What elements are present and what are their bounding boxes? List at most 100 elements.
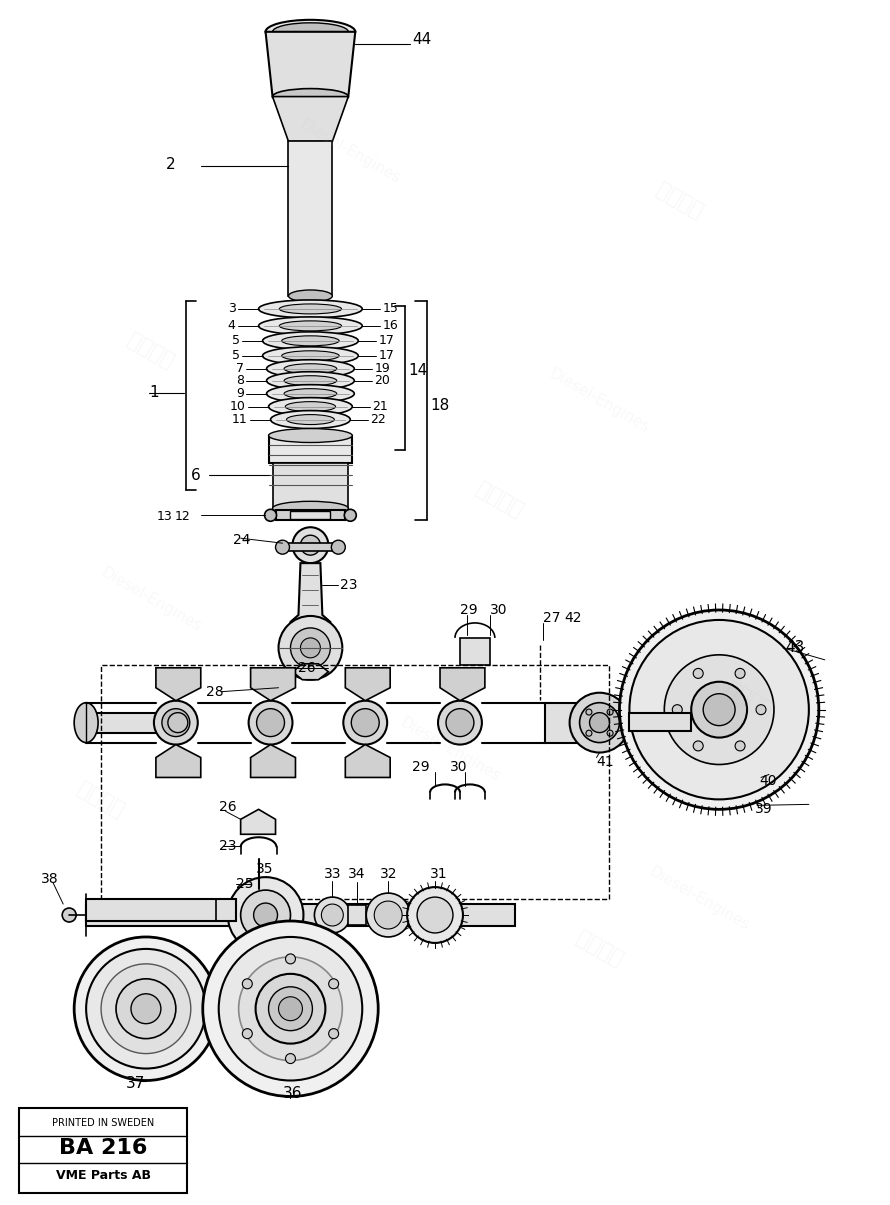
Circle shape <box>242 1029 252 1039</box>
Circle shape <box>417 897 453 933</box>
Ellipse shape <box>288 290 332 302</box>
Text: 6: 6 <box>190 468 200 483</box>
Circle shape <box>344 700 387 745</box>
Circle shape <box>242 978 252 989</box>
Bar <box>629 712 692 730</box>
Bar <box>272 464 348 509</box>
Circle shape <box>293 528 328 563</box>
Text: 36: 36 <box>282 1086 302 1101</box>
Circle shape <box>692 682 747 737</box>
Circle shape <box>619 610 819 810</box>
Text: 紫发动力: 紫发动力 <box>573 928 627 970</box>
Circle shape <box>589 712 610 733</box>
Text: 34: 34 <box>348 868 366 881</box>
Circle shape <box>672 705 683 715</box>
Circle shape <box>131 994 161 1024</box>
Circle shape <box>62 909 77 922</box>
Circle shape <box>116 978 176 1039</box>
Text: 4: 4 <box>228 319 236 333</box>
Text: 43: 43 <box>785 640 805 656</box>
Polygon shape <box>293 664 328 680</box>
Text: 19: 19 <box>374 363 390 375</box>
Text: 1: 1 <box>149 386 158 400</box>
Ellipse shape <box>282 351 339 360</box>
Ellipse shape <box>265 19 355 43</box>
Text: 13: 13 <box>158 510 173 523</box>
Circle shape <box>279 616 343 680</box>
Polygon shape <box>272 96 348 141</box>
Circle shape <box>629 619 809 799</box>
Text: 3: 3 <box>228 302 236 316</box>
Ellipse shape <box>263 347 359 365</box>
Circle shape <box>607 709 613 715</box>
Text: 42: 42 <box>564 611 582 625</box>
Circle shape <box>219 937 362 1081</box>
Ellipse shape <box>271 411 351 429</box>
Text: 7: 7 <box>236 363 244 375</box>
Polygon shape <box>440 668 485 700</box>
Ellipse shape <box>267 384 354 402</box>
Circle shape <box>256 709 285 736</box>
Circle shape <box>255 974 326 1044</box>
Bar <box>101 665 610 899</box>
Circle shape <box>203 921 378 1097</box>
Polygon shape <box>460 637 490 665</box>
Circle shape <box>579 703 619 742</box>
Text: 26: 26 <box>219 800 237 815</box>
Circle shape <box>168 712 188 733</box>
Text: 紫发动力: 紫发动力 <box>652 180 706 223</box>
Circle shape <box>344 510 356 522</box>
Ellipse shape <box>269 429 352 442</box>
Polygon shape <box>240 810 276 834</box>
Text: 17: 17 <box>378 349 394 363</box>
Text: 8: 8 <box>236 375 244 387</box>
Ellipse shape <box>284 389 336 399</box>
Circle shape <box>248 700 293 745</box>
Text: 28: 28 <box>206 684 223 699</box>
Circle shape <box>254 903 278 927</box>
Circle shape <box>314 897 351 933</box>
Text: 38: 38 <box>41 872 59 886</box>
Circle shape <box>286 1053 295 1064</box>
Text: 20: 20 <box>374 375 390 387</box>
Text: 17: 17 <box>378 334 394 347</box>
Text: 32: 32 <box>380 868 398 881</box>
Text: 10: 10 <box>230 400 246 413</box>
Circle shape <box>664 654 774 764</box>
Text: 紫发动力: 紫发动力 <box>473 480 527 522</box>
Text: 30: 30 <box>490 602 507 617</box>
Ellipse shape <box>267 360 354 377</box>
Circle shape <box>301 535 320 556</box>
Polygon shape <box>251 745 295 777</box>
Circle shape <box>703 694 735 725</box>
Text: 33: 33 <box>324 868 342 881</box>
Text: 39: 39 <box>755 803 773 816</box>
Text: 29: 29 <box>460 602 478 617</box>
Circle shape <box>693 669 703 678</box>
Text: Diesel-Engines: Diesel-Engines <box>98 565 204 635</box>
Circle shape <box>693 741 703 751</box>
Circle shape <box>101 964 190 1053</box>
Circle shape <box>239 957 343 1060</box>
Text: Diesel-Engines: Diesel-Engines <box>397 715 503 784</box>
Text: 12: 12 <box>175 510 190 523</box>
Text: 15: 15 <box>382 302 398 316</box>
Circle shape <box>586 709 592 715</box>
Bar <box>545 703 600 742</box>
Ellipse shape <box>279 321 342 331</box>
Circle shape <box>735 741 745 751</box>
Circle shape <box>264 510 277 522</box>
Bar <box>290 511 330 519</box>
Ellipse shape <box>269 398 352 416</box>
Ellipse shape <box>74 703 98 742</box>
Polygon shape <box>251 668 295 700</box>
Text: 14: 14 <box>409 363 427 378</box>
Polygon shape <box>265 31 355 96</box>
Text: 24: 24 <box>232 533 250 547</box>
Circle shape <box>276 540 289 554</box>
Ellipse shape <box>287 415 335 424</box>
Circle shape <box>74 937 218 1081</box>
Text: 16: 16 <box>382 319 398 333</box>
Text: 35: 35 <box>255 862 273 876</box>
Text: 23: 23 <box>219 839 236 853</box>
